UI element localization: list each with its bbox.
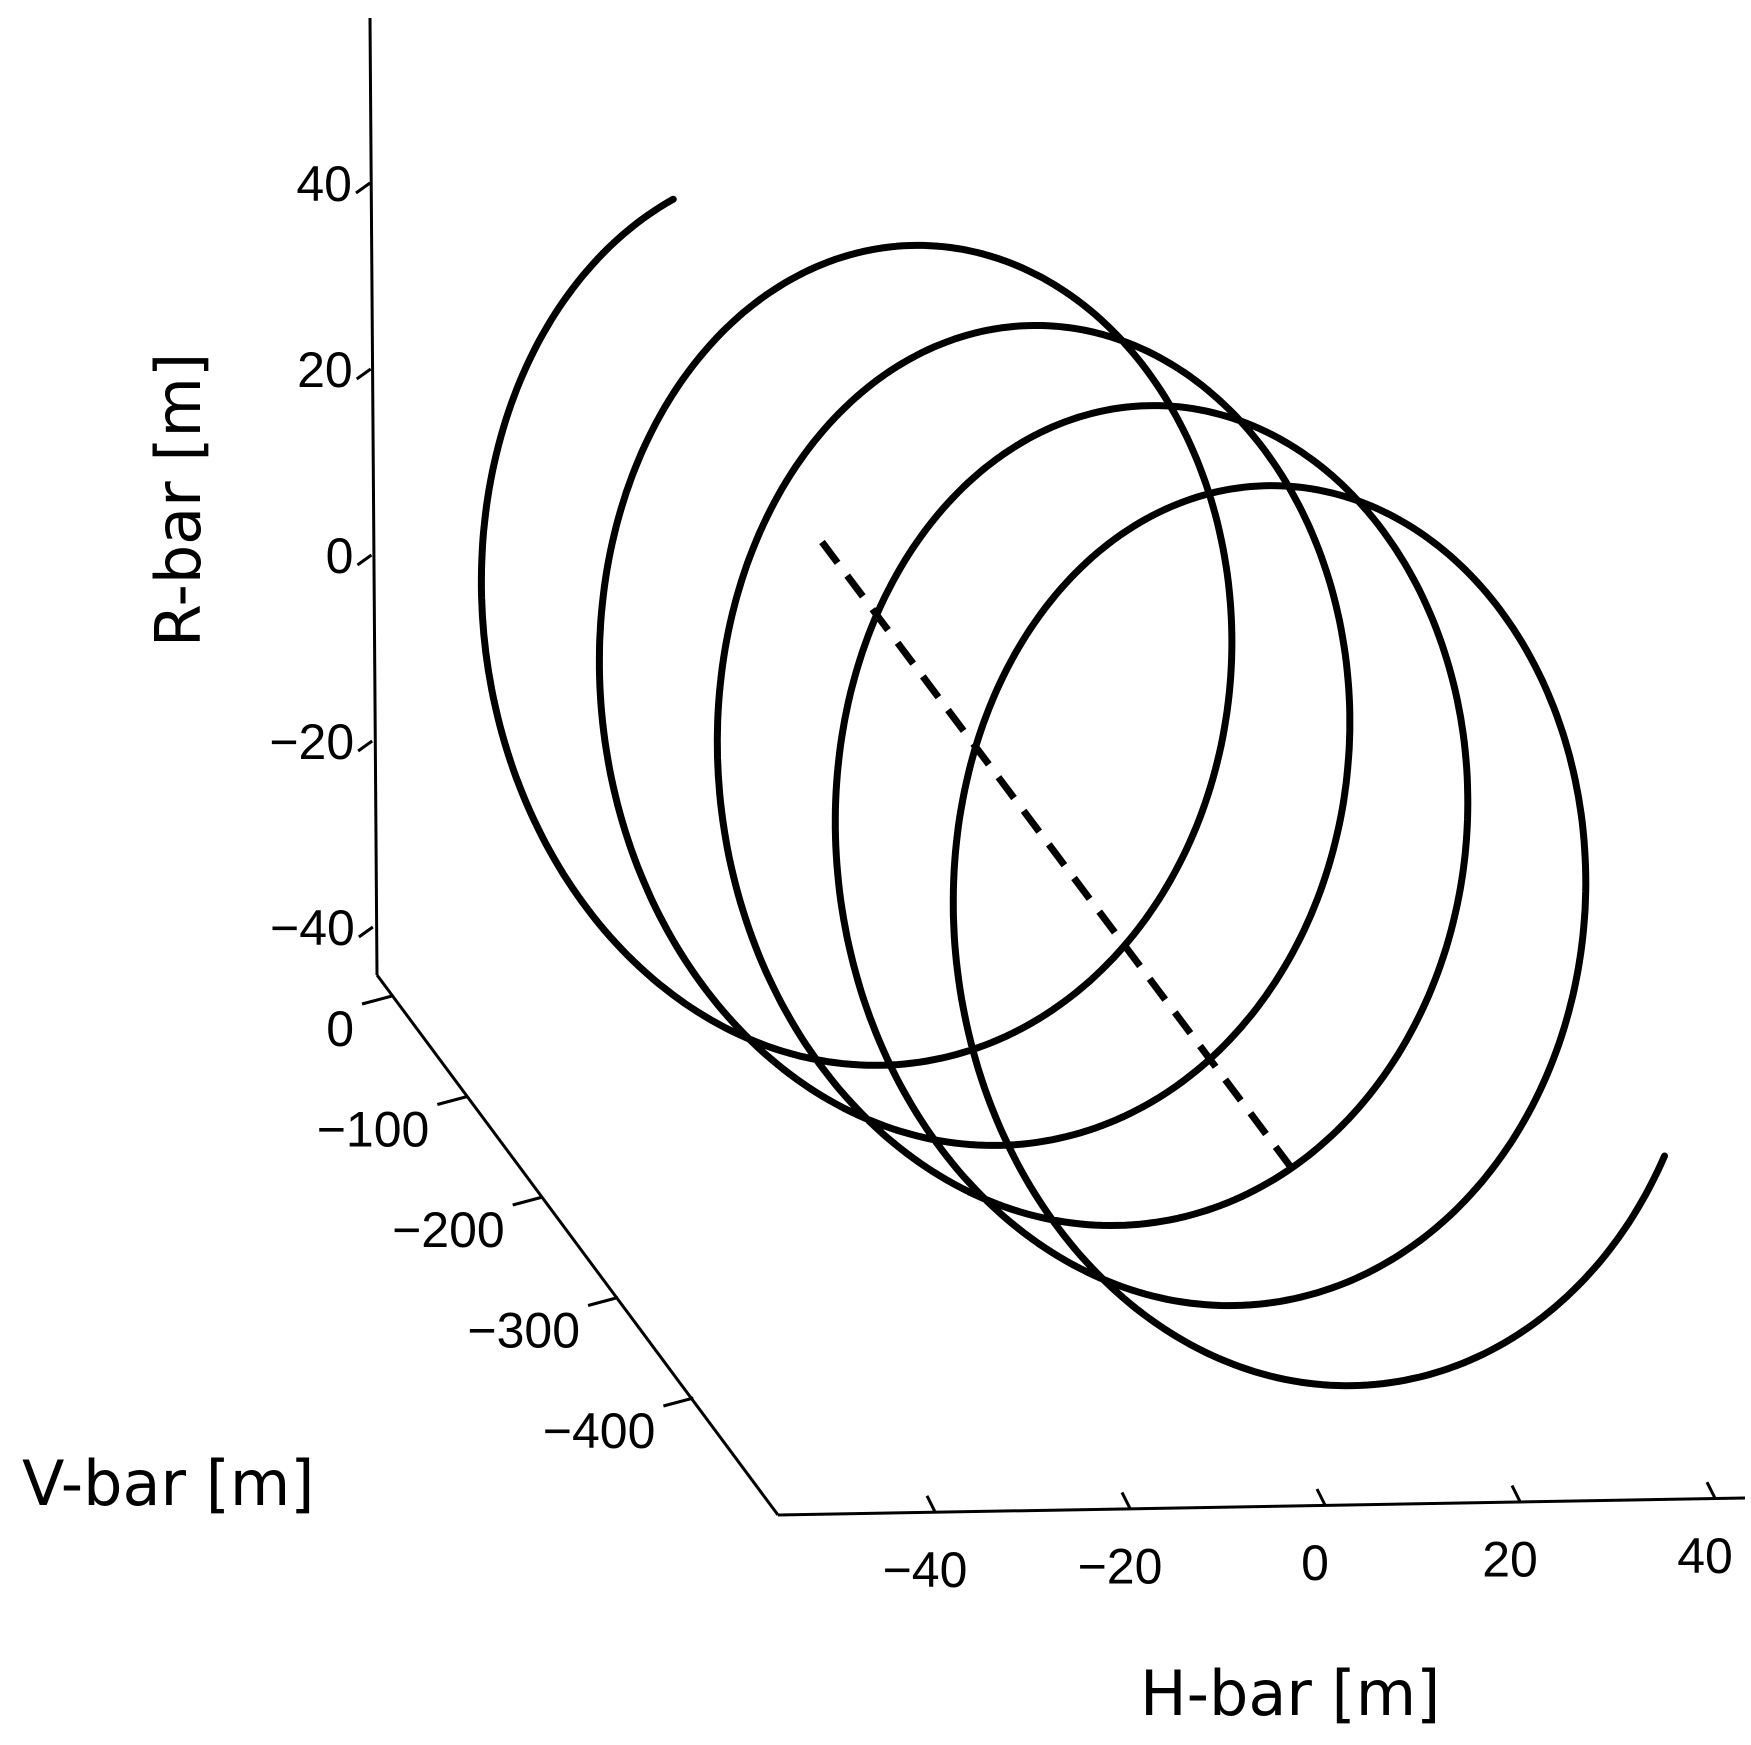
x-tick-label: −20 bbox=[1078, 1538, 1163, 1594]
x-tick-label: −40 bbox=[883, 1542, 968, 1598]
x-axis-title: H-bar [m] bbox=[1140, 1657, 1440, 1730]
y-tick-label: −400 bbox=[543, 1403, 656, 1459]
x-tick bbox=[1315, 1488, 1327, 1506]
y-axis-title: V-bar [m] bbox=[22, 1447, 314, 1520]
x-tick-label: 0 bbox=[1301, 1535, 1329, 1591]
trajectory-dashed-series bbox=[819, 539, 1296, 1173]
z-tick bbox=[355, 367, 372, 381]
z-axis-line bbox=[368, 17, 379, 976]
y-tick bbox=[587, 1296, 619, 1307]
z-tick bbox=[357, 739, 374, 753]
x-tick bbox=[1510, 1484, 1522, 1503]
y-tick bbox=[361, 994, 393, 1006]
z-tick-label: −20 bbox=[269, 714, 354, 770]
x-axis-line bbox=[777, 1496, 1746, 1517]
z-tick bbox=[356, 553, 373, 567]
y-tick-label: 0 bbox=[326, 1001, 354, 1057]
z-tick-label: 20 bbox=[297, 342, 353, 398]
y-tick bbox=[512, 1195, 544, 1207]
y-tick-label: −100 bbox=[317, 1102, 430, 1158]
tick-marks bbox=[355, 181, 1717, 1513]
z-axis-title: R-bar [m] bbox=[142, 353, 215, 647]
x-tick bbox=[925, 1495, 937, 1513]
y-tick bbox=[436, 1095, 468, 1106]
z-tick bbox=[355, 181, 371, 195]
z-tick-label: 0 bbox=[326, 528, 354, 584]
z-tick bbox=[358, 925, 374, 939]
trajectory-solid-series bbox=[477, 195, 1668, 1390]
x-tick-label: 20 bbox=[1482, 1532, 1538, 1588]
y-tick-label: −300 bbox=[467, 1303, 580, 1359]
x-tick-label: 40 bbox=[1677, 1528, 1733, 1584]
x-tick bbox=[1120, 1491, 1132, 1510]
y-tick-label: −200 bbox=[392, 1202, 505, 1258]
x-tick bbox=[1705, 1481, 1717, 1499]
z-tick-label: 40 bbox=[296, 156, 352, 212]
y-tick bbox=[663, 1396, 694, 1408]
y-axis-line bbox=[375, 974, 780, 1516]
z-tick-label: −40 bbox=[270, 900, 355, 956]
